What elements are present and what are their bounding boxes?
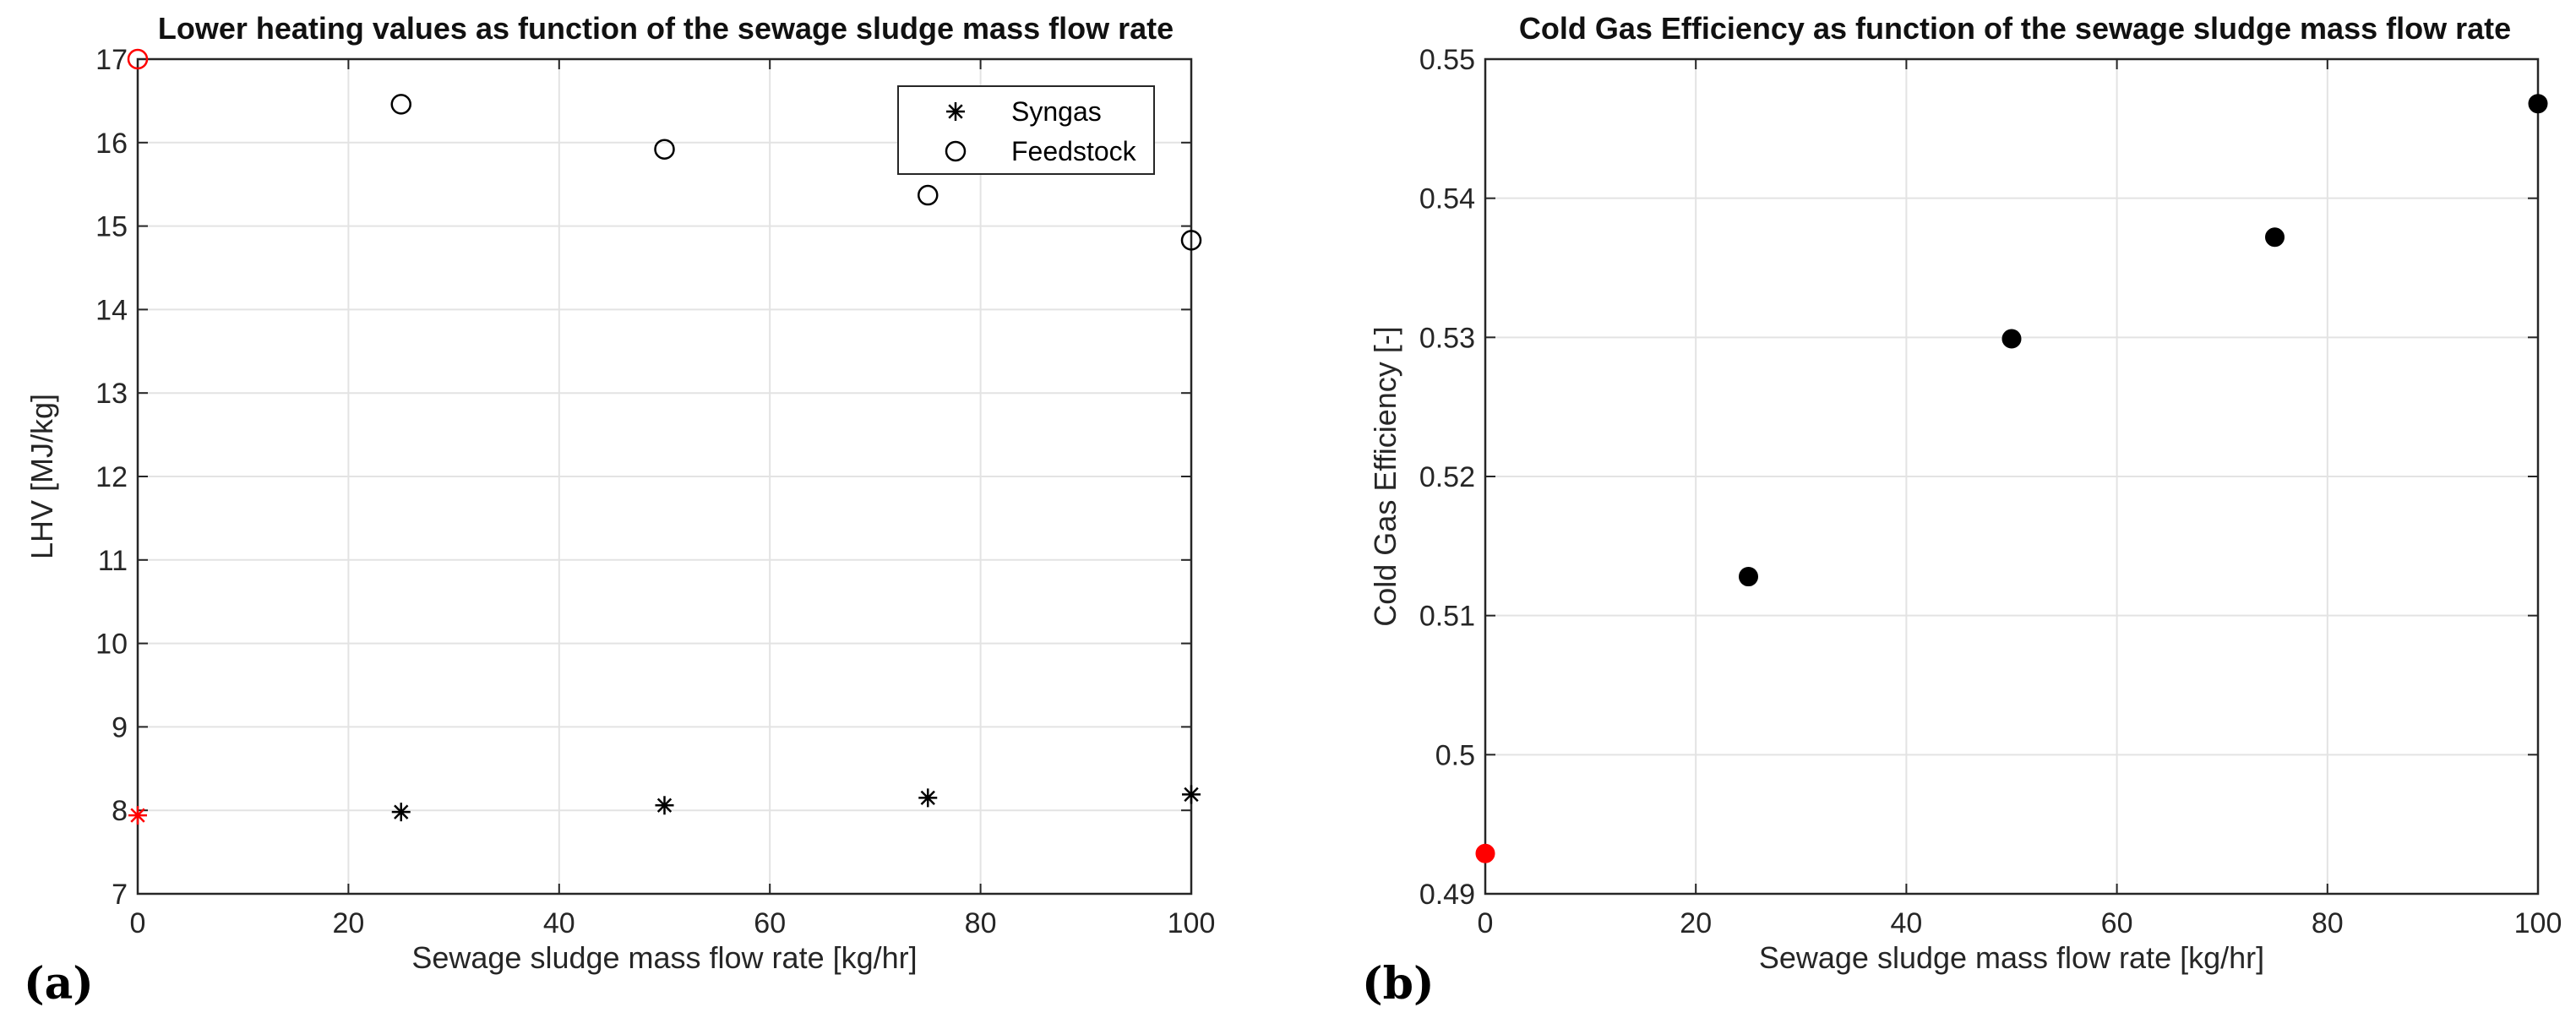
legend-box (897, 85, 1155, 175)
filled-circle-marker (1739, 567, 1758, 587)
y-tick-label: 0.51 (1419, 601, 1475, 633)
circle-marker (1180, 230, 1202, 251)
legend-entry: Syngas (1011, 96, 1102, 127)
chart-lhv: 0 20 40 60 80 100 7 8 9 10 11 12 13 14 15 16 17 Lower hea… (24, 11, 1215, 1010)
y-tick-label: 0.54 (1419, 183, 1475, 215)
plot-frame (136, 57, 1193, 896)
legend-entry: Feedstock (1011, 136, 1137, 166)
y-tick-label: 10 (95, 629, 128, 661)
y-tick-label: 7 (112, 879, 128, 911)
asterisk-marker (1184, 787, 1199, 803)
x-tick-label: 80 (2312, 907, 2344, 939)
circle-marker (127, 48, 149, 70)
y-tick-label: 13 (95, 378, 128, 410)
y-tick-label: 0.5 (1435, 739, 1475, 771)
x-tick-label: 60 (2101, 907, 2133, 939)
y-tick-label: 16 (95, 128, 128, 160)
series-feedstock (127, 48, 1202, 251)
x-tick-label: 40 (1890, 907, 1922, 939)
y-tick-label: 14 (95, 294, 128, 326)
plot-frame (1484, 57, 2540, 896)
y-axis-label: Cold Gas Efficiency [-] (1368, 326, 1402, 626)
x-tick-label: 60 (754, 907, 786, 939)
chart-cold-gas-efficiency: 0 20 40 60 80 100 0.49 0.5 0.51 0.52 0.53 0.54 0.55 C… (1362, 11, 2562, 1010)
x-tick-label: 20 (1680, 907, 1712, 939)
y-tick-label: 0.55 (1419, 44, 1475, 76)
x-axis-label: Sewage sludge mass flow rate [kg/hr] (411, 940, 917, 975)
y-tick-label: 0.52 (1419, 461, 1475, 493)
y-tick-label: 11 (98, 545, 128, 577)
circle-marker (918, 184, 939, 206)
filled-circle-marker (2528, 94, 2548, 114)
asterisk-marker (656, 798, 673, 813)
y-tick-label: 0.53 (1419, 322, 1475, 354)
y-axis-label: LHV [MJ/kg] (25, 394, 59, 559)
y-tick-label: 17 (95, 44, 128, 76)
x-axis-label: Sewage sludge mass flow rate [kg/hr] (1759, 940, 2264, 975)
legend: Syngas Feedstock (897, 85, 1155, 175)
filled-circle-marker (2001, 329, 2022, 349)
x-tick-label: 0 (1478, 907, 1494, 939)
chart-title: Cold Gas Efficiency as function of the s… (1519, 11, 2511, 46)
filled-circle-marker (1475, 843, 1495, 863)
panel-label: (b) (1362, 958, 1435, 1010)
chart-title: Lower heating values as function of the … (158, 11, 1174, 46)
asterisk-marker (948, 104, 963, 119)
circle-marker (654, 139, 675, 160)
asterisk-marker (130, 808, 145, 823)
asterisk-marker (394, 804, 409, 819)
x-tick-label: 40 (543, 907, 575, 939)
y-tick-label: 9 (112, 711, 128, 743)
series-syngas (128, 785, 1201, 825)
series-cold-gas-efficiency (1475, 94, 2548, 863)
asterisk-marker (920, 790, 935, 806)
x-tick-label: 20 (332, 907, 364, 939)
filled-circle-marker (2265, 227, 2285, 248)
y-tick-label: 15 (95, 211, 128, 243)
x-tick-label: 0 (130, 907, 146, 939)
circle-marker (945, 140, 967, 162)
x-tick-label: 100 (1168, 907, 1216, 939)
x-tick-label: 80 (965, 907, 997, 939)
circle-marker (390, 94, 411, 115)
y-tick-label: 12 (95, 461, 128, 493)
x-tick-label: 100 (2514, 907, 2562, 939)
y-tick-label: 8 (112, 795, 128, 827)
y-tick-label: 0.49 (1419, 879, 1475, 911)
panel-label: (a) (24, 958, 94, 1010)
